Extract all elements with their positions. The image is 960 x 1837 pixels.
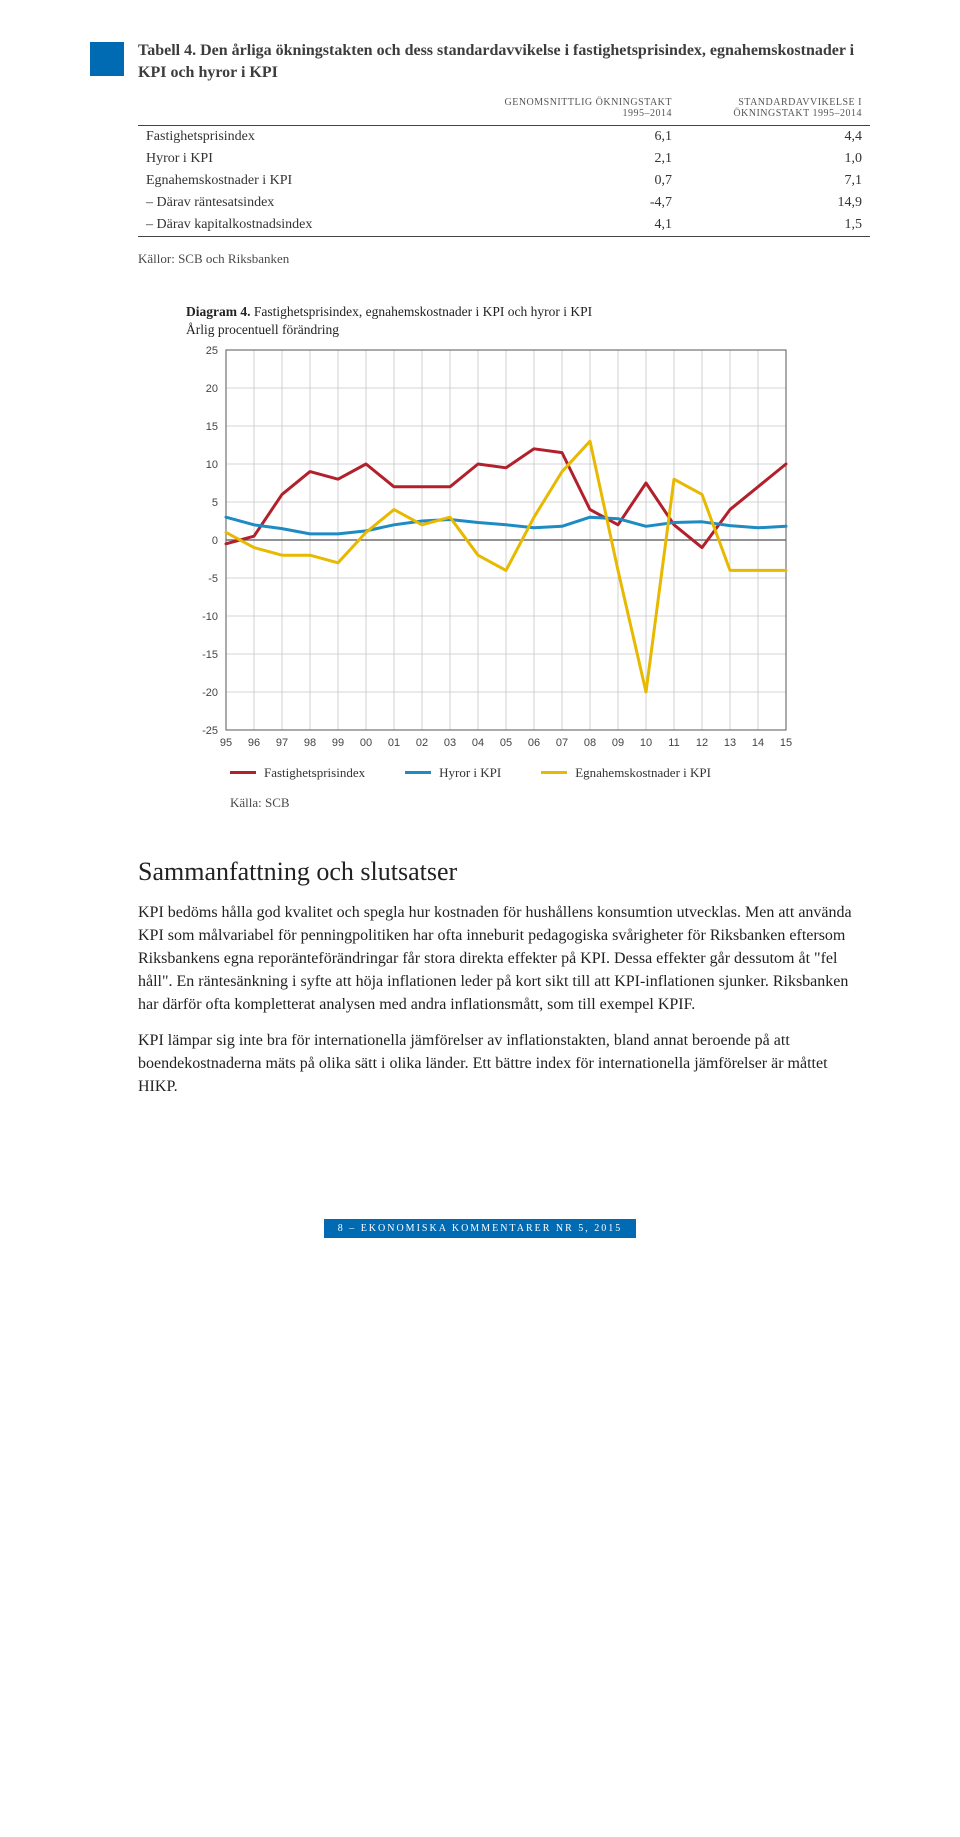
table-row: Fastighetsprisindex6,14,4 — [138, 126, 870, 149]
legend-label: Hyror i KPI — [439, 765, 501, 781]
title-accent-square — [90, 42, 124, 76]
legend-swatch — [230, 771, 256, 775]
chart-svg: -25-20-15-10-505101520259596979899000102… — [186, 344, 792, 754]
page-footer: 8 – EKONOMISKA KOMMENTARER NR 5, 2015 — [90, 1218, 870, 1242]
svg-text:10: 10 — [206, 459, 218, 471]
svg-text:25: 25 — [206, 345, 218, 357]
legend-item: Hyror i KPI — [405, 765, 501, 781]
footer-text: 8 – EKONOMISKA KOMMENTARER NR 5, 2015 — [324, 1219, 637, 1238]
row-value-2: 14,9 — [680, 192, 870, 214]
svg-text:13: 13 — [724, 737, 736, 749]
legend-item: Fastighetsprisindex — [230, 765, 365, 781]
svg-text:-5: -5 — [208, 573, 218, 585]
legend-label: Fastighetsprisindex — [264, 765, 365, 781]
section-heading: Sammanfattning och slutsatser — [138, 857, 870, 887]
row-value-1: 2,1 — [490, 148, 680, 170]
svg-text:09: 09 — [612, 737, 624, 749]
svg-text:95: 95 — [220, 737, 232, 749]
svg-text:99: 99 — [332, 737, 344, 749]
legend-swatch — [405, 771, 431, 775]
svg-text:04: 04 — [472, 737, 484, 749]
svg-text:98: 98 — [304, 737, 316, 749]
svg-text:02: 02 — [416, 737, 428, 749]
svg-text:-25: -25 — [202, 725, 218, 737]
svg-text:20: 20 — [206, 383, 218, 395]
row-value-2: 1,5 — [680, 214, 870, 237]
svg-text:-10: -10 — [202, 611, 218, 623]
row-label: – Därav kapitalkostnadsindex — [138, 214, 490, 237]
row-value-2: 7,1 — [680, 170, 870, 192]
diagram-4: Diagram 4. Fastighetsprisindex, egnahems… — [186, 303, 806, 780]
svg-text:-20: -20 — [202, 687, 218, 699]
row-label: Egnahemskostnader i KPI — [138, 170, 490, 192]
row-value-1: 0,7 — [490, 170, 680, 192]
row-label: Hyror i KPI — [138, 148, 490, 170]
legend-item: Egnahemskostnader i KPI — [541, 765, 711, 781]
table-4: Tabell 4. Den årliga ökningstakten och d… — [90, 40, 870, 267]
svg-text:12: 12 — [696, 737, 708, 749]
legend-label: Egnahemskostnader i KPI — [575, 765, 711, 781]
chart-title-bold: Diagram 4. — [186, 304, 251, 319]
table-row: – Därav räntesatsindex-4,714,9 — [138, 192, 870, 214]
table-title: Tabell 4. Den årliga ökningstakten och d… — [138, 40, 870, 83]
chart-subtitle: Årlig procentuell förändring — [186, 322, 339, 337]
table-header-2: STANDARDAVVIKELSE I ÖKNINGSTAKT 1995–201… — [680, 91, 870, 126]
svg-text:0: 0 — [212, 535, 218, 547]
row-value-2: 4,4 — [680, 126, 870, 149]
body-para-1: KPI bedöms hålla god kvalitet och spegla… — [138, 901, 870, 1017]
row-value-2: 1,0 — [680, 148, 870, 170]
table-title-rest: Den årliga ökningstakten och dess standa… — [138, 42, 854, 81]
chart-legend: Fastighetsprisindex Hyror i KPI Egnahemsko… — [230, 765, 806, 781]
data-table: GENOMSNITTLIG ÖKNINGSTAKT 1995–2014 STAN… — [138, 91, 870, 237]
table-row: Hyror i KPI2,11,0 — [138, 148, 870, 170]
row-label: – Därav räntesatsindex — [138, 192, 490, 214]
svg-text:-15: -15 — [202, 649, 218, 661]
svg-text:00: 00 — [360, 737, 372, 749]
svg-text:11: 11 — [668, 737, 679, 749]
svg-text:15: 15 — [780, 737, 792, 749]
row-value-1: -4,7 — [490, 192, 680, 214]
row-value-1: 4,1 — [490, 214, 680, 237]
table-header-empty — [138, 91, 490, 126]
row-label: Fastighetsprisindex — [138, 126, 490, 149]
svg-text:01: 01 — [388, 737, 400, 749]
table-sources: Källor: SCB och Riksbanken — [138, 251, 870, 267]
svg-text:03: 03 — [444, 737, 456, 749]
svg-text:5: 5 — [212, 497, 218, 509]
svg-text:05: 05 — [500, 737, 512, 749]
chart-source: Källa: SCB — [230, 795, 870, 811]
table-row: Egnahemskostnader i KPI0,77,1 — [138, 170, 870, 192]
svg-text:10: 10 — [640, 737, 652, 749]
table-row: – Därav kapitalkostnadsindex4,11,5 — [138, 214, 870, 237]
chart-title: Diagram 4. Fastighetsprisindex, egnahems… — [186, 303, 806, 339]
legend-swatch — [541, 771, 567, 775]
table-title-bold: Tabell 4. — [138, 42, 196, 59]
chart-title-main: Fastighetsprisindex, egnahemskostnader i… — [254, 304, 592, 319]
svg-text:07: 07 — [556, 737, 568, 749]
svg-text:08: 08 — [584, 737, 596, 749]
svg-text:14: 14 — [752, 737, 764, 749]
table-header-1: GENOMSNITTLIG ÖKNINGSTAKT 1995–2014 — [490, 91, 680, 126]
svg-text:97: 97 — [276, 737, 288, 749]
svg-text:15: 15 — [206, 421, 218, 433]
svg-text:06: 06 — [528, 737, 540, 749]
svg-text:96: 96 — [248, 737, 260, 749]
row-value-1: 6,1 — [490, 126, 680, 149]
body-para-2: KPI lämpar sig inte bra för internatione… — [138, 1029, 870, 1099]
